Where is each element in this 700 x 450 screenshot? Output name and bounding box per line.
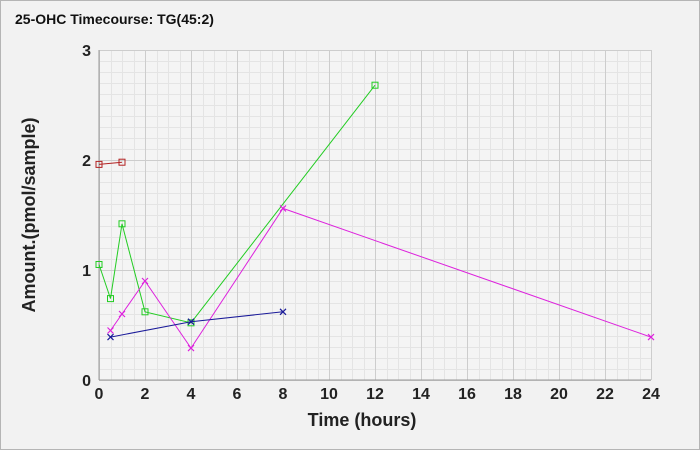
data-point-x: [187, 318, 195, 326]
series-2: [95, 81, 379, 327]
data-point-x: [187, 344, 195, 352]
x-axis-title: Time (hours): [308, 410, 417, 430]
data-point-x: [647, 333, 655, 341]
data-point-x: [141, 277, 149, 285]
x-tick-label: 20: [550, 386, 568, 403]
x-tick-label: 8: [279, 386, 288, 403]
x-tick-label: 18: [504, 386, 522, 403]
data-point-x: [279, 204, 287, 212]
chart-title: 25-OHC Timecourse: TG(45:2): [15, 11, 214, 27]
data-point-x: [107, 327, 114, 334]
data-point-square: [95, 160, 103, 168]
data-point-x: [279, 308, 287, 316]
series-3: [107, 204, 655, 352]
y-tick-label: 2: [82, 153, 91, 170]
y-tick-label: 1: [82, 263, 91, 280]
x-tick-label: 24: [642, 386, 660, 403]
data-point-square: [118, 158, 126, 166]
series-4: [107, 308, 287, 341]
x-tick-label: 2: [141, 386, 150, 403]
x-tick-label: 16: [458, 386, 476, 403]
data-point-square: [371, 81, 379, 89]
x-tick-label: 6: [233, 386, 242, 403]
x-tick-label: 4: [187, 386, 196, 403]
data-point-square: [118, 220, 126, 228]
x-tick-label: 22: [596, 386, 614, 403]
y-axis-title: Amount.(pmol/sample): [19, 117, 39, 312]
x-tick-label: 10: [320, 386, 338, 403]
data-point-x: [107, 333, 114, 341]
y-tick-label: 0: [82, 373, 91, 390]
series-line: [98, 161, 123, 165]
series-line: [98, 84, 376, 324]
data-point-x: [118, 310, 126, 318]
x-tick-label: 14: [412, 386, 430, 403]
x-tick-label: 12: [366, 386, 384, 403]
x-tick-label: 0: [95, 386, 104, 403]
data-point-square: [107, 295, 114, 303]
data-point-square: [141, 308, 149, 316]
series-1: [95, 158, 126, 168]
y-tick-label: 3: [82, 43, 91, 60]
data-point-square: [187, 319, 195, 327]
data-point-square: [95, 261, 103, 268]
